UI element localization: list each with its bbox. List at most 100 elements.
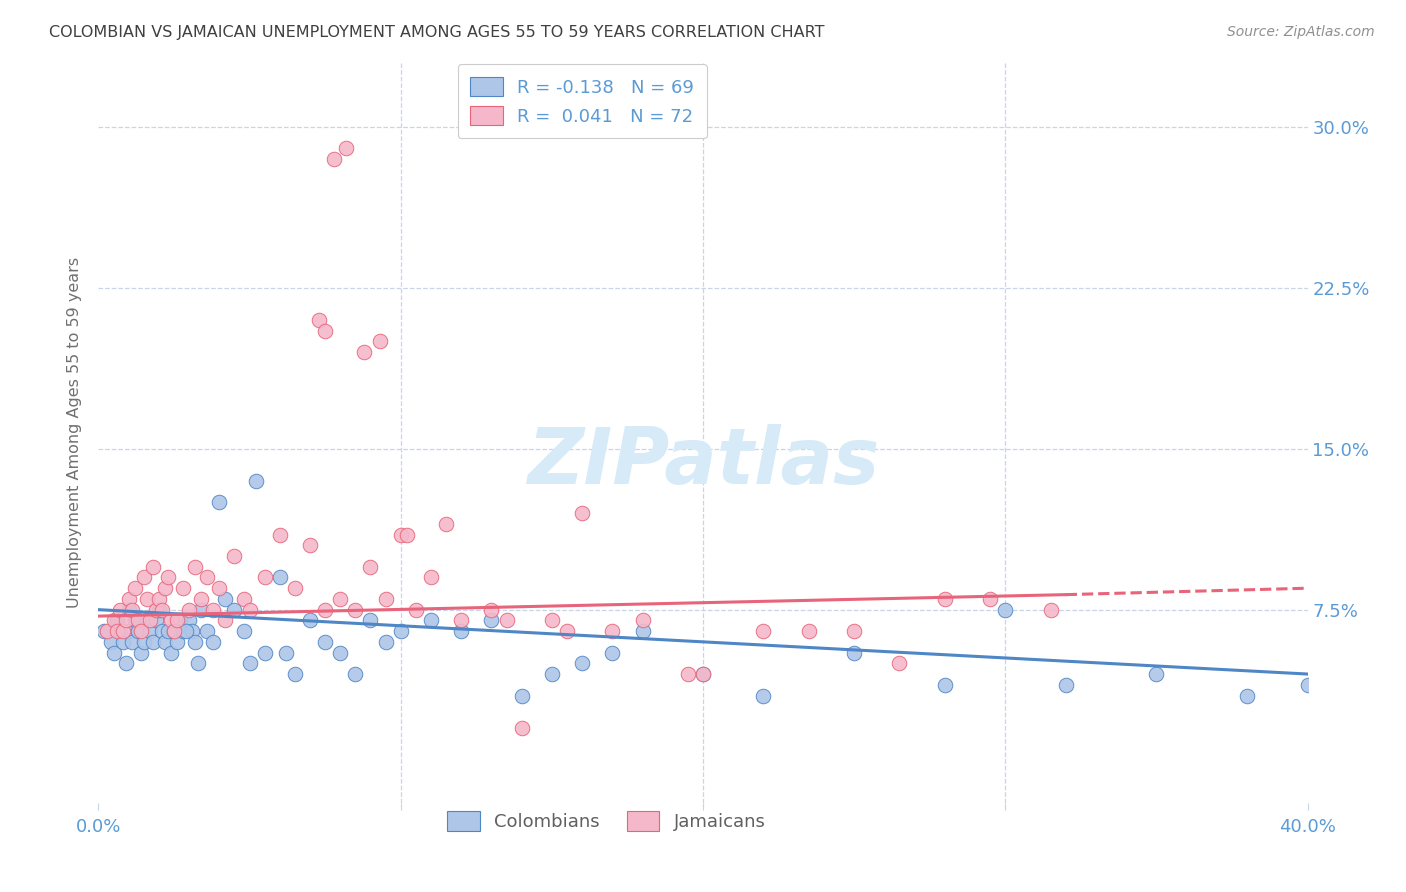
Point	[129, 624, 152, 639]
Point	[368, 334, 391, 349]
Point	[844, 646, 866, 660]
Point	[314, 602, 336, 616]
Point	[420, 570, 443, 584]
Point	[571, 657, 593, 671]
Point	[253, 646, 276, 660]
Point	[308, 313, 330, 327]
Point	[202, 635, 225, 649]
Point	[156, 570, 179, 584]
Point	[994, 602, 1017, 616]
Point	[239, 657, 262, 671]
Point	[190, 591, 212, 606]
Point	[150, 624, 173, 639]
Point	[434, 516, 457, 531]
Point	[692, 667, 714, 681]
Point	[105, 624, 128, 639]
Y-axis label: Unemployment Among Ages 55 to 59 years: Unemployment Among Ages 55 to 59 years	[66, 257, 82, 608]
Point	[135, 591, 157, 606]
Point	[114, 614, 136, 628]
Point	[150, 602, 173, 616]
Point	[269, 527, 291, 541]
Point	[169, 614, 191, 628]
Point	[163, 624, 186, 639]
Point	[181, 624, 204, 639]
Point	[139, 614, 162, 628]
Point	[166, 635, 188, 649]
Point	[692, 667, 714, 681]
Point	[420, 614, 443, 628]
Point	[353, 345, 375, 359]
Point	[374, 635, 396, 649]
Point	[450, 624, 472, 639]
Point	[145, 602, 167, 616]
Point	[114, 657, 136, 671]
Point	[374, 591, 396, 606]
Point	[153, 635, 176, 649]
Point	[844, 624, 866, 639]
Point	[314, 324, 336, 338]
Point	[360, 614, 382, 628]
Point	[153, 581, 176, 595]
Point	[224, 549, 246, 563]
Point	[329, 646, 352, 660]
Point	[934, 678, 956, 692]
Point	[395, 527, 418, 541]
Point	[145, 614, 167, 628]
Point	[405, 602, 427, 616]
Point	[979, 591, 1001, 606]
Point	[208, 581, 231, 595]
Point	[195, 624, 218, 639]
Point	[190, 602, 212, 616]
Point	[299, 538, 322, 552]
Point	[245, 474, 267, 488]
Point	[269, 570, 291, 584]
Point	[1054, 678, 1077, 692]
Point	[118, 602, 141, 616]
Point	[127, 614, 149, 628]
Point	[179, 602, 201, 616]
Point	[540, 667, 562, 681]
Point	[172, 581, 194, 595]
Point	[139, 624, 162, 639]
Point	[555, 624, 578, 639]
Point	[797, 624, 820, 639]
Point	[224, 602, 246, 616]
Point	[284, 581, 307, 595]
Point	[208, 495, 231, 509]
Point	[481, 602, 503, 616]
Point	[934, 591, 956, 606]
Point	[253, 570, 276, 584]
Point	[274, 646, 297, 660]
Point	[323, 152, 346, 166]
Point	[214, 614, 236, 628]
Point	[232, 624, 254, 639]
Point	[571, 506, 593, 520]
Point	[1296, 678, 1319, 692]
Point	[1236, 689, 1258, 703]
Point	[121, 602, 143, 616]
Point	[156, 624, 179, 639]
Point	[540, 614, 562, 628]
Point	[187, 657, 209, 671]
Point	[103, 614, 125, 628]
Point	[495, 614, 517, 628]
Point	[752, 689, 775, 703]
Point	[239, 602, 262, 616]
Point	[160, 614, 183, 628]
Point	[344, 667, 367, 681]
Point	[344, 602, 367, 616]
Point	[195, 570, 218, 584]
Point	[450, 614, 472, 628]
Point	[124, 614, 146, 628]
Point	[100, 635, 122, 649]
Point	[179, 614, 201, 628]
Point	[360, 559, 382, 574]
Point	[105, 614, 128, 628]
Point	[108, 602, 131, 616]
Legend: Colombians, Jamaicans: Colombians, Jamaicans	[440, 804, 773, 838]
Point	[121, 635, 143, 649]
Point	[299, 614, 322, 628]
Point	[314, 635, 336, 649]
Point	[631, 624, 654, 639]
Point	[135, 614, 157, 628]
